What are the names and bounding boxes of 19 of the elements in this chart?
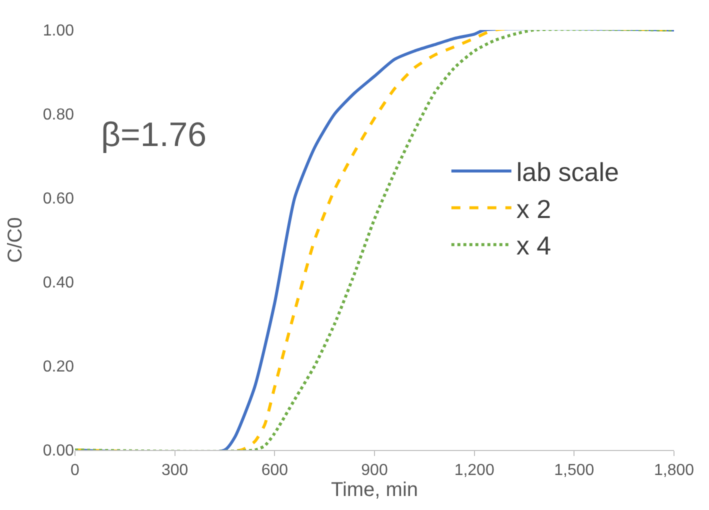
legend-label: x 4 [516,230,552,261]
y-axis-title: C/C0 [4,217,26,263]
y-tick-label: 0.20 [42,358,74,376]
y-tick-label: 0.00 [42,442,74,460]
legend-label: x 2 [516,194,552,224]
x-tick-label: 300 [161,462,188,480]
y-tick-label: 0.40 [42,274,74,292]
x-tick-label: 600 [261,462,288,480]
x-tick-label: 0 [70,462,80,480]
annotation: β=1.76 [101,116,207,154]
x-tick-label: 1,500 [554,462,594,480]
legend-label: lab scale [516,157,620,188]
y-tick-label: 0.80 [42,106,74,124]
x-tick-label: 900 [361,462,388,480]
y-tick-label: 0.60 [42,190,74,208]
y-tick-label: 1.00 [42,22,74,40]
x-tick-label: 1,200 [454,462,494,480]
x-axis-title: Time, min [330,479,418,502]
x-tick-label: 1,800 [654,462,694,480]
